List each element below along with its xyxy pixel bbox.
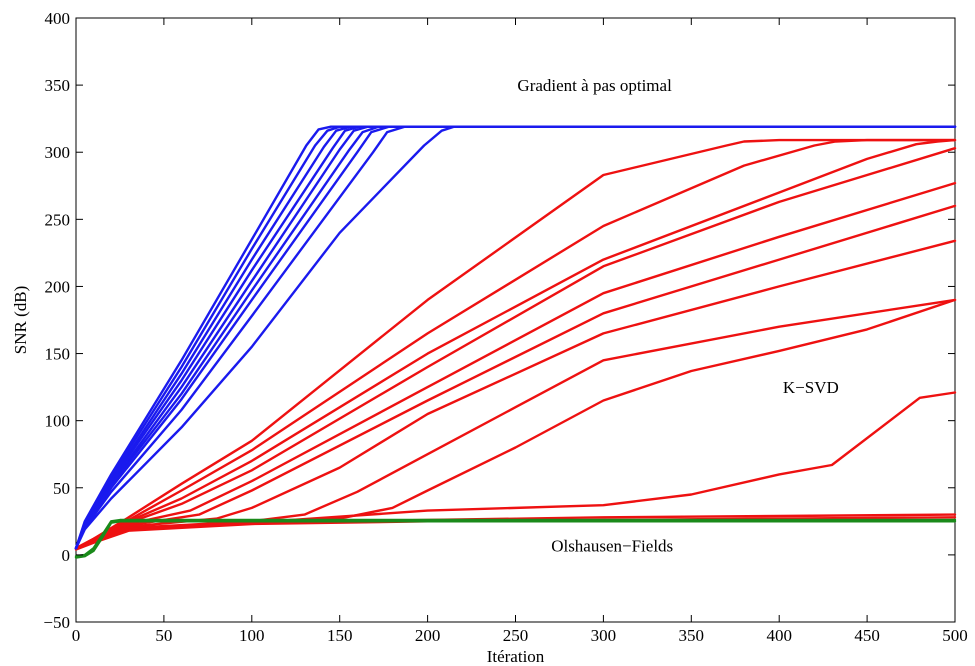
y-tick-label: −50 — [43, 613, 70, 632]
series-line-ksvd-9 — [74, 138, 957, 550]
y-tick-label: 400 — [45, 9, 71, 28]
y-tick-label: 200 — [45, 277, 71, 296]
x-tick-label: 0 — [72, 626, 81, 645]
series-line-ksvd-14 — [74, 204, 957, 550]
x-tick-label: 400 — [766, 626, 792, 645]
x-tick-label: 450 — [854, 626, 880, 645]
y-tick-label: 150 — [45, 345, 71, 364]
x-tick-label: 200 — [415, 626, 441, 645]
x-tick-label: 500 — [942, 626, 968, 645]
annotation-label: K−SVD — [783, 378, 839, 397]
y-tick-label: 100 — [45, 412, 71, 431]
y-tick-label: 50 — [53, 479, 70, 498]
series-line-olshausen-22 — [74, 520, 957, 559]
y-axis-ticks: −50 0 50 100 150 200 250 300 350 400 — [43, 9, 955, 632]
y-tick-label: 300 — [45, 143, 71, 162]
series-line-gradient-8 — [74, 125, 957, 550]
y-tick-label: 350 — [45, 76, 71, 95]
annotation-label: Gradient à pas optimal — [517, 76, 672, 95]
annotations: Gradient à pas optimal K−SVD Olshausen−Fie… — [517, 76, 838, 555]
y-tick-label: 0 — [62, 546, 71, 565]
series-line-olshausen-21 — [74, 518, 957, 558]
x-tick-label: 300 — [591, 626, 617, 645]
x-tick-label: 350 — [679, 626, 705, 645]
x-tick-label: 150 — [327, 626, 353, 645]
x-axis-label: Itération — [487, 647, 545, 666]
x-tick-label: 50 — [155, 626, 172, 645]
x-axis-ticks: 0 50 100 150 200 250 300 350 400 450 500 — [72, 18, 968, 645]
series-line-ksvd-17 — [74, 298, 957, 550]
annotation-label: Olshausen−Fields — [551, 536, 673, 555]
x-tick-label: 250 — [503, 626, 529, 645]
plot-area: 0 50 100 150 200 250 300 350 400 450 500 −50050100… — [43, 9, 967, 645]
series-layer — [74, 125, 957, 559]
series-line-ksvd-11 — [74, 138, 957, 550]
y-tick-label: 250 — [45, 210, 71, 229]
y-axis-label: SNR (dB) — [11, 286, 30, 354]
series-line-ksvd-10 — [74, 138, 957, 550]
x-tick-label: 100 — [239, 626, 265, 645]
